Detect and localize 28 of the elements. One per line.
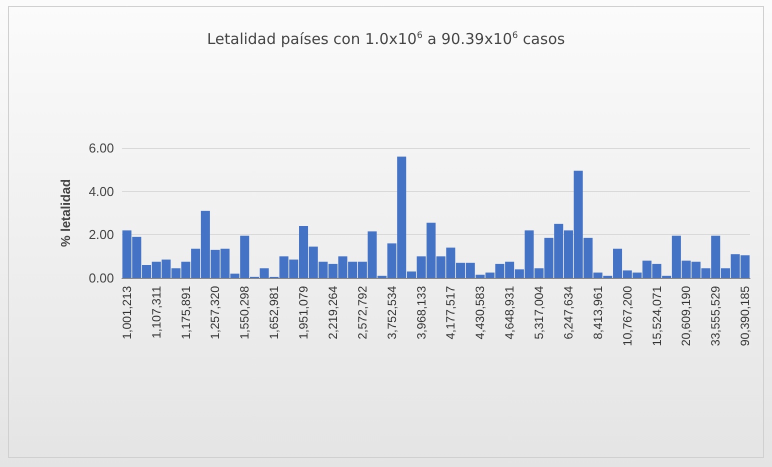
x-tick-label: 20,609,190: [679, 286, 694, 346]
x-tick-label: 10,767,200: [620, 286, 634, 346]
x-tick-label: 1,107,311: [149, 286, 164, 338]
x-tick-label: 5,317,004: [532, 286, 546, 340]
y-tick-label: 6.00: [88, 140, 114, 156]
x-tick-label: 1,951,079: [296, 286, 311, 340]
x-tick-label: 2,572,792: [355, 286, 370, 340]
x-tick-label: 1,550,298: [238, 286, 252, 340]
x-tick-label: 3,752,534: [384, 286, 399, 340]
x-tick-label: 6,247,634: [561, 286, 576, 340]
x-tick-label: 1,175,891: [178, 286, 193, 340]
y-axis-title: % letalidad: [58, 178, 73, 247]
x-tick-label: 2,219,264: [326, 286, 340, 340]
x-tick-label: 1,652,981: [267, 286, 282, 340]
y-tick-label: 0.00: [88, 270, 114, 286]
x-tick-label: 3,968,133: [414, 286, 428, 340]
x-tick-label: 8,413,961: [590, 286, 605, 340]
x-tick-label: 90,390,185: [738, 286, 752, 346]
y-tick-label: 2.00: [88, 227, 114, 242]
x-tick-label: 33,555,529: [708, 286, 723, 346]
x-tick-label: 1,257,320: [208, 286, 222, 340]
x-tick-label: 4,430,583: [473, 286, 488, 340]
x-tick-label: 4,177,517: [444, 286, 458, 340]
y-tick-label: 4.00: [88, 184, 114, 199]
x-tick-label: 1,001,213: [120, 286, 134, 340]
chart-title: Letalidad países con 1.0x10$^{6}$ a 90.39x10$^{6}$ casos: [206, 30, 566, 48]
x-tick-label: 15,524,071: [650, 286, 664, 346]
x-tick-label: 4,648,931: [502, 286, 517, 340]
